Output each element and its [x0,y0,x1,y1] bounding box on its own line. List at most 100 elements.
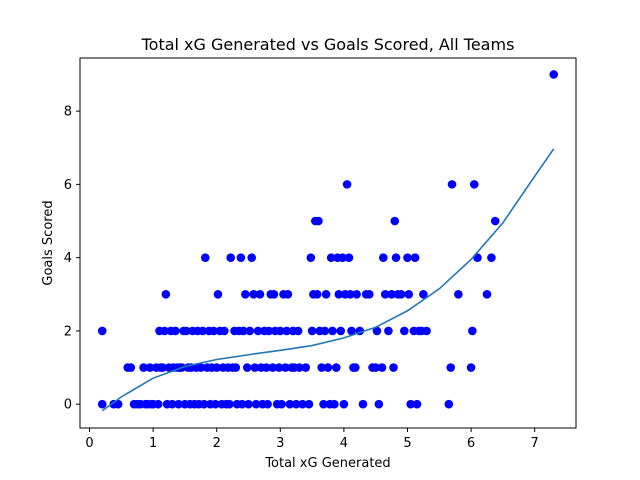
data-point [391,253,401,262]
data-point [330,399,339,409]
data-point [277,399,286,409]
data-point [212,363,222,372]
data-point [344,253,354,262]
data-point [469,180,479,189]
data-point [468,326,477,336]
data-point [285,399,295,409]
data-point [211,399,220,409]
data-point [161,289,171,299]
data-point [139,363,148,372]
data-point [549,70,559,79]
data-point [444,399,454,409]
data-point [264,326,274,336]
axes-frame [79,57,577,429]
data-point [281,363,290,372]
data-point [268,363,277,372]
data-point [225,399,234,409]
data-point [291,399,301,409]
data-point [374,399,384,409]
data-point [419,289,428,299]
data-point [339,399,349,409]
data-point [97,399,107,409]
data-point [301,363,311,372]
data-point [181,326,191,336]
data-point [241,289,250,299]
data-point [276,326,285,336]
data-point [255,289,265,299]
data-point [371,363,380,372]
data-point [220,326,229,336]
data-point [283,289,293,299]
data-point [338,253,347,262]
data-point [412,399,422,409]
data-point [209,326,218,336]
data-point [244,399,253,409]
x-tick-label: 1 [149,436,157,451]
y-tick-label: 8 [64,105,72,120]
data-point [321,289,331,299]
data-point [245,326,255,336]
data-point [410,253,420,262]
data-point [380,289,390,299]
data-point [404,289,414,299]
data-point [323,363,333,372]
data-point [466,363,476,372]
data-point [126,363,136,372]
data-point [400,326,409,336]
data-point [251,399,261,409]
data-point [249,289,258,299]
data-point [347,326,356,336]
data-point [387,289,396,299]
x-tick-label: 0 [85,436,93,451]
data-point [198,326,208,336]
x-axis-label: Total xG Generated [264,456,390,471]
data-point [226,253,236,262]
data-point [396,289,406,299]
data-point [352,289,361,299]
data-point [160,326,169,336]
data-point [422,326,431,336]
data-point [167,399,177,409]
data-point [377,363,387,372]
data-point [454,289,463,299]
data-point [236,253,246,262]
data-point [247,253,256,262]
data-point [379,253,388,262]
data-point [447,180,457,189]
data-point [153,399,163,409]
data-point [242,363,252,372]
data-point [351,363,360,372]
data-point [253,326,263,336]
data-point [319,399,328,409]
x-tick-label: 4 [340,436,348,451]
data-point [174,399,183,409]
data-point [345,289,355,299]
data-point [365,289,374,299]
y-tick-label: 6 [64,178,72,193]
data-point [274,363,284,372]
data-point [231,363,241,372]
data-point [331,363,341,372]
data-point [145,363,155,372]
data-point [304,399,314,409]
data-point [326,253,336,262]
data-point [158,363,167,372]
data-point [482,289,492,299]
x-axis: 0 1 2 3 4 5 6 7 [85,428,539,451]
data-point [171,326,180,336]
data-point [490,216,500,226]
y-axis-label: Goals Scored [41,200,56,285]
data-point [262,363,271,372]
data-point [406,399,415,409]
x-tick-label: 5 [403,436,411,451]
data-point [200,253,210,262]
data-point [239,326,248,336]
data-point [403,253,412,262]
x-tick-label: 7 [531,436,539,451]
x-tick-label: 6 [467,436,475,451]
plot-area: 0 1 2 3 4 5 6 7 0 2 4 6 8 [64,57,577,451]
data-point [282,326,291,336]
y-tick-label: 2 [64,324,72,339]
